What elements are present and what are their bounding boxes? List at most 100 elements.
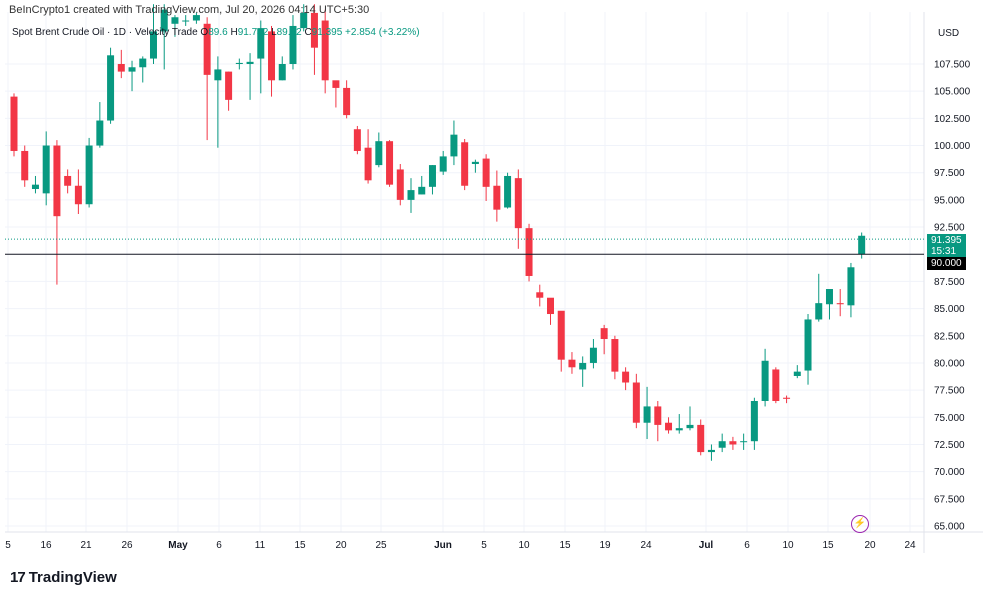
symbol-legend[interactable]: Spot Brent Crude Oil · 1D · Velocity Tra…: [12, 27, 420, 38]
tradingview-wordmark: TradingView: [28, 569, 117, 586]
time-tick-label: 19: [599, 540, 611, 551]
candle: [557, 310, 565, 372]
time-tick-label: 21: [80, 540, 92, 551]
candle: [622, 367, 630, 391]
candle-body: [611, 339, 619, 372]
candle-body: [310, 12, 318, 48]
lightning-icon[interactable]: ⚡: [851, 515, 869, 533]
chart-grid: [5, 12, 924, 532]
candle: [654, 400, 662, 442]
candle: [568, 352, 576, 374]
candle: [783, 395, 791, 404]
tradingview-logo[interactable]: 17 TradingView: [10, 569, 117, 586]
candle: [246, 53, 254, 100]
time-tick-label: 5: [5, 540, 11, 551]
price-tick-label: 72.500: [934, 440, 965, 451]
price-tick-label: 95.000: [934, 195, 965, 206]
candle-body: [278, 64, 286, 81]
candle: [64, 169, 72, 194]
candle: [235, 58, 243, 70]
candle-body: [300, 12, 308, 29]
candle-body: [21, 150, 29, 181]
price-tick-label: 102.500: [934, 114, 971, 125]
candle-body: [740, 441, 748, 443]
candle-body: [622, 371, 630, 383]
currency-label: USD: [938, 28, 960, 39]
candle: [665, 417, 673, 434]
candle: [740, 433, 748, 450]
candle: [686, 406, 694, 431]
candle-body: [761, 360, 769, 401]
candle: [439, 150, 447, 175]
price-tick-label: 70.000: [934, 467, 965, 478]
candle: [107, 47, 115, 124]
time-axis-labels: 5 16 21 26 May 6 11 15 20 25 Jun 5 10 15 19 24 Jul 6 10 15 2…: [5, 540, 916, 551]
candle: [396, 164, 404, 206]
candle-body: [192, 15, 200, 21]
candle: [257, 20, 265, 94]
candle-body: [332, 80, 340, 88]
candle: [750, 397, 758, 450]
time-tick-label: 5: [481, 540, 487, 551]
candle: [10, 93, 18, 157]
candle-body: [589, 347, 597, 363]
candle-body: [343, 87, 351, 116]
level-price-value: 90.000: [931, 258, 962, 269]
time-tick-label: 24: [904, 540, 916, 551]
candle: [836, 289, 844, 317]
candle-body: [568, 359, 576, 368]
candle: [160, 4, 168, 70]
candle: [761, 348, 769, 407]
candle-body: [600, 328, 608, 340]
candle: [182, 15, 190, 26]
candle: [117, 49, 125, 79]
candle: [386, 140, 394, 187]
time-tick-label: 10: [518, 540, 530, 551]
candle-body: [203, 23, 211, 75]
candle-body: [707, 449, 715, 453]
candle: [203, 17, 211, 141]
candle-body: [214, 69, 222, 81]
time-tick-label: 16: [40, 540, 52, 551]
candle-body: [772, 369, 780, 401]
candle-body: [504, 175, 512, 208]
candle: [96, 102, 104, 148]
candle-body: [418, 186, 426, 195]
low-value: 89.62: [276, 27, 302, 38]
candle-body: [386, 141, 394, 185]
candle: [268, 25, 276, 97]
candle: [214, 56, 222, 148]
candle: [74, 169, 82, 215]
candle: [310, 4, 318, 75]
candle-body: [85, 145, 93, 205]
candle-body: [149, 31, 157, 59]
time-tick-label: 20: [335, 540, 347, 551]
price-tick-label: 107.500: [934, 60, 971, 71]
candle-body: [428, 165, 436, 187]
time-tick-label: 15: [822, 540, 834, 551]
candle-body: [225, 71, 233, 100]
price-tick-label: 80.000: [934, 358, 965, 369]
time-tick-label: 26: [121, 540, 133, 551]
candle-body: [182, 20, 190, 22]
candle-body: [450, 134, 458, 157]
candle: [825, 289, 833, 320]
candle-body: [482, 158, 490, 187]
close-label: C: [304, 27, 312, 38]
level-price-tag: 90.000: [927, 257, 966, 270]
candle: [171, 15, 179, 37]
candle: [364, 129, 372, 184]
candle-body: [321, 20, 329, 81]
candle-body: [675, 428, 683, 431]
candle: [632, 373, 640, 429]
price-tick-label: 92.500: [934, 223, 965, 234]
candle-body: [493, 185, 501, 210]
price-tick-label: 105.000: [934, 87, 971, 98]
candle-body: [815, 303, 823, 320]
candle-body: [750, 400, 758, 442]
time-tick-label: 25: [375, 540, 387, 551]
horizontal-lines: [5, 238, 924, 255]
candle: [289, 15, 297, 70]
candle: [579, 356, 587, 387]
